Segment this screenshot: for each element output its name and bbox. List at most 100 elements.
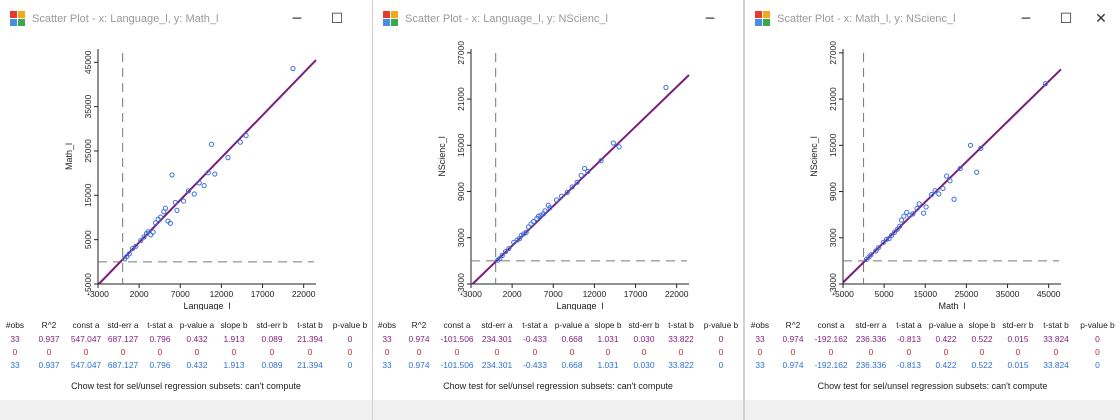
stat-cell: 0 (1095, 333, 1100, 344)
window-title: Scatter Plot - x: Language_l, y: NScienc… (405, 13, 608, 25)
minimize-button[interactable]: ─ (292, 11, 302, 27)
data-point (167, 220, 173, 226)
stat-cell: 547.047 (70, 359, 102, 370)
stats-row-selected: 0 0 0 0 0 0 0 0 0 0 (373, 345, 743, 358)
data-point (663, 84, 669, 91)
data-point (564, 189, 570, 195)
y-tick-label: 3000 (828, 228, 838, 247)
chow-test-note: Chow test for sel/unsel regression subse… (817, 381, 1048, 391)
x-tick-label: -3000 (460, 289, 482, 299)
data-point (553, 197, 560, 203)
stat-cell: 0 (790, 346, 796, 357)
data-point (574, 179, 580, 185)
x-tick-label: 5000 (875, 289, 894, 299)
window-titlebar[interactable]: Scatter Plot - x: Language_l, y: Math_l (0, 0, 372, 38)
y-axis-label: NScienc_l (809, 136, 819, 177)
header-t-stat-b: t-stat b (297, 320, 323, 330)
data-point (914, 205, 920, 212)
scatter-window-2[interactable]: Scatter Plot - x: Language_l, y: NScienc… (373, 0, 743, 420)
stat-cell: 0 (605, 346, 611, 357)
data-point (910, 211, 916, 217)
maximize-button[interactable]: ☐ (1059, 11, 1073, 27)
data-point (901, 213, 907, 219)
y-tick-label: -3000 (456, 273, 466, 295)
y-axis-label: NScienc_l (437, 136, 447, 177)
stat-cell: 0 (641, 346, 647, 357)
window-titlebar[interactable]: Scatter Plot - x: Language_l, y: NScienc… (373, 0, 743, 38)
scatter-window-3[interactable]: Scatter Plot - x: Math_l, y: NScienc_l ─… (745, 0, 1120, 420)
scatter-window-1[interactable]: Scatter Plot - x: Language_l, y: Math_l … (0, 0, 372, 420)
data-point (578, 172, 584, 178)
header-p-value-a: p-value a (554, 320, 590, 330)
data-point (940, 185, 946, 192)
stat-cell: 1.031 (597, 333, 619, 344)
y-tick-label: 21000 (456, 87, 466, 111)
data-point (891, 229, 898, 235)
stat-cell: 0 (1015, 346, 1021, 357)
stats-row-unselected: 33 0.974 -192.162 236.336 -0.813 0.422 0.522 0.… (745, 358, 1120, 371)
header-p-value-a: p-value a (928, 320, 964, 330)
regression-stats-table: #obs R^2 const a std-err a t-stat a p-va… (373, 318, 743, 371)
data-point (225, 155, 231, 161)
data-point (898, 217, 905, 223)
data-point (916, 201, 922, 207)
stat-cell: 0 (416, 346, 422, 357)
window-titlebar[interactable]: Scatter Plot - x: Math_l, y: NScienc_l (745, 0, 1120, 38)
data-point (243, 132, 249, 139)
data-point (201, 182, 207, 189)
stat-cell: 0 (718, 333, 724, 344)
stats-row-unselected: 33 0.974 -101.506 234.301 -0.433 0.668 1.031 0.… (373, 358, 743, 371)
app-logo-icon (10, 11, 26, 27)
minimize-button[interactable]: ─ (1021, 11, 1031, 27)
x-tick-label: 2000 (503, 289, 522, 299)
stats-header-row: #obs R^2 const a std-err a t-stat a p-va… (0, 318, 372, 332)
header-t-stat-a: t-stat a (147, 320, 173, 330)
y-tick-label: 5000 (83, 230, 93, 249)
scatter-plot[interactable]: -3000 2000 7000 12000 17000 22000 -5000 5000 150… (0, 38, 372, 310)
data-point (535, 213, 542, 219)
stat-cell: 0.974 (782, 333, 804, 344)
data-point (947, 178, 953, 184)
minimize-button[interactable]: ─ (705, 11, 715, 27)
x-tick-label: 22000 (292, 289, 316, 299)
stat-cell: 0.030 (633, 359, 655, 370)
y-tick-label: -5000 (83, 273, 93, 295)
header-const-a: const a (443, 320, 471, 330)
stat-cell: 0 (157, 346, 163, 357)
stat-cell: 0.974 (408, 333, 430, 344)
data-point (581, 165, 588, 172)
scatter-plot[interactable]: -3000 2000 7000 12000 17000 22000 -3000 3000 900… (373, 38, 743, 310)
stat-cell: 0.937 (38, 359, 60, 370)
stat-cell: 234.301 (481, 333, 513, 344)
stats-row-all: 33 0.937 547.047 687.127 0.796 0.432 1.913 0.08… (0, 332, 372, 345)
stat-cell: 0.974 (782, 359, 804, 370)
stat-cell: 0.015 (1007, 333, 1029, 344)
data-point (884, 236, 890, 242)
data-point (542, 208, 548, 214)
stat-cell: 21.394 (297, 333, 323, 344)
data-point (180, 198, 187, 204)
stat-cell: 0 (347, 359, 353, 370)
stat-cell: 33.822 (668, 333, 694, 344)
data-point (974, 169, 980, 175)
y-tick-label: 3000 (456, 228, 466, 247)
y-tick-label: -3000 (828, 273, 838, 295)
header-slope-b: slope b (594, 320, 622, 330)
data-point (894, 226, 900, 232)
data-point (598, 158, 604, 164)
window-footer (0, 400, 372, 420)
stat-cell: 0 (906, 346, 912, 357)
close-button[interactable]: ✕ (1095, 11, 1107, 27)
data-point (880, 239, 886, 245)
scatter-plot[interactable]: -5000 5000 15000 25000 35000 45000 -3000 3000 90… (745, 38, 1120, 310)
stat-cell: 0.522 (971, 359, 993, 370)
maximize-button[interactable]: ☐ (330, 11, 344, 27)
x-tick-label: 17000 (251, 289, 275, 299)
stats-row-selected: 0 0 0 0 0 0 0 0 0 0 (745, 345, 1120, 358)
data-point (923, 204, 929, 210)
x-tick-label: -5000 (832, 289, 854, 299)
stat-cell: 33.824 (1043, 333, 1069, 344)
x-tick-label: 7000 (544, 289, 563, 299)
data-point (558, 193, 565, 199)
stat-cell: 33 (382, 359, 392, 370)
